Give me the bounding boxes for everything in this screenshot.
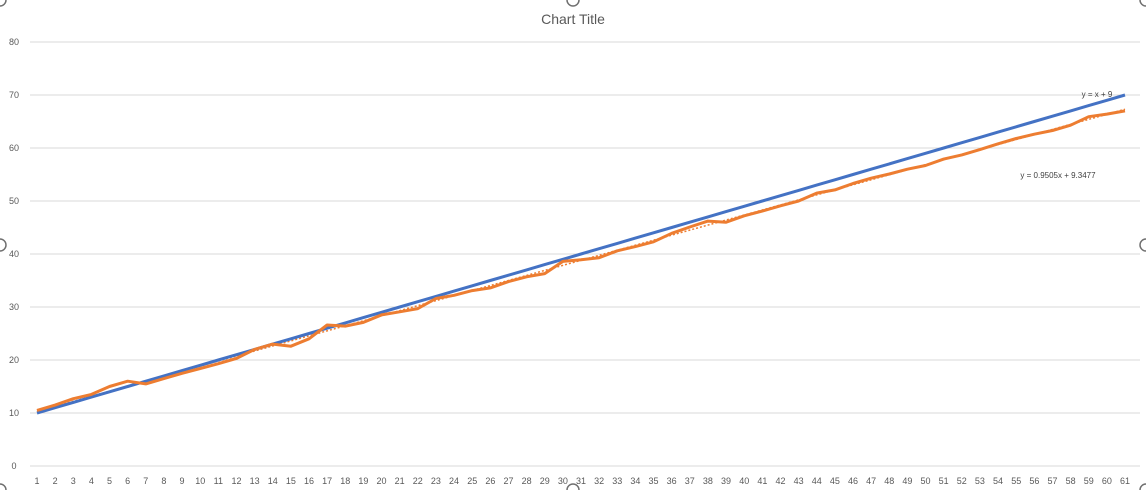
y-tick-label: 80 (9, 37, 19, 47)
resize-handle[interactable] (0, 238, 7, 252)
x-tick-label: 20 (377, 476, 387, 486)
chart-title: Chart Title (541, 11, 605, 27)
x-tick-label: 17 (322, 476, 332, 486)
x-tick-label: 28 (522, 476, 532, 486)
x-tick-label: 54 (993, 476, 1003, 486)
x-tick-label: 40 (739, 476, 749, 486)
x-tick-label: 6 (125, 476, 130, 486)
x-tick-label: 33 (612, 476, 622, 486)
y-tick-label: 0 (11, 461, 16, 471)
trendline-equation-1: y = x + 9 (1082, 90, 1113, 99)
x-tick-label: 16 (304, 476, 314, 486)
x-tick-label: 49 (902, 476, 912, 486)
trendline-equation-2: y = 0.9505x + 9.3477 (1020, 171, 1096, 180)
x-tick-label: 19 (358, 476, 368, 486)
resize-handle[interactable] (0, 0, 7, 7)
x-tick-label: 26 (485, 476, 495, 486)
x-tick-label: 55 (1011, 476, 1021, 486)
y-tick-label: 40 (9, 249, 19, 259)
y-axis-tick-labels: 0 10 20 30 40 50 60 70 80 (9, 37, 19, 471)
resize-handle[interactable] (1139, 238, 1146, 252)
y-tick-label: 70 (9, 90, 19, 100)
y-tick-label: 30 (9, 302, 19, 312)
x-tick-label: 24 (449, 476, 459, 486)
x-tick-label: 37 (685, 476, 695, 486)
x-tick-label: 42 (775, 476, 785, 486)
x-tick-label: 50 (921, 476, 931, 486)
series-line-1 (36, 93, 1126, 415)
x-tick-label: 3 (71, 476, 76, 486)
resize-handle[interactable] (1139, 0, 1146, 7)
x-tick-label: 46 (848, 476, 858, 486)
trendline-equations: y = x + 9 y = 0.9505x + 9.3477 (1020, 90, 1112, 180)
x-tick-label: 43 (794, 476, 804, 486)
x-tick-label: 29 (540, 476, 550, 486)
x-tick-label: 45 (830, 476, 840, 486)
x-tick-label: 4 (89, 476, 94, 486)
y-tick-label: 60 (9, 143, 19, 153)
x-tick-label: 7 (143, 476, 148, 486)
series-line-2 (36, 109, 1126, 412)
x-tick-label: 14 (268, 476, 278, 486)
x-tick-label: 13 (250, 476, 260, 486)
x-tick-label: 59 (1084, 476, 1094, 486)
x-tick-label: 48 (884, 476, 894, 486)
x-tick-label: 25 (467, 476, 477, 486)
x-tick-label: 27 (503, 476, 513, 486)
x-tick-label: 53 (975, 476, 985, 486)
x-tick-label: 34 (630, 476, 640, 486)
x-tick-label: 44 (812, 476, 822, 486)
x-tick-label: 60 (1102, 476, 1112, 486)
x-tick-label: 8 (161, 476, 166, 486)
resize-handle[interactable] (566, 0, 580, 7)
x-tick-label: 18 (340, 476, 350, 486)
x-tick-label: 10 (195, 476, 205, 486)
x-tick-label: 51 (939, 476, 949, 486)
x-tick-label: 23 (431, 476, 441, 486)
x-tick-label: 38 (703, 476, 713, 486)
x-tick-label: 41 (757, 476, 767, 486)
x-tick-label: 12 (231, 476, 241, 486)
resize-handle[interactable] (566, 483, 580, 495)
x-tick-label: 39 (721, 476, 731, 486)
x-tick-label: 22 (413, 476, 423, 486)
x-tick-label: 52 (957, 476, 967, 486)
x-tick-label: 36 (667, 476, 677, 486)
x-tick-label: 11 (214, 476, 223, 486)
x-tick-label: 56 (1029, 476, 1039, 486)
x-tick-label: 57 (1047, 476, 1057, 486)
x-tick-label: 58 (1066, 476, 1076, 486)
y-tick-label: 20 (9, 355, 19, 365)
x-tick-label: 21 (395, 476, 405, 486)
x-tick-label: 2 (53, 476, 58, 486)
x-tick-label: 15 (286, 476, 296, 486)
resize-handle[interactable] (0, 483, 7, 495)
x-tick-label: 31 (576, 476, 586, 486)
x-tick-label: 35 (649, 476, 659, 486)
x-tick-label: 32 (594, 476, 604, 486)
y-tick-label: 10 (9, 408, 19, 418)
x-tick-label: 61 (1120, 476, 1130, 486)
x-tick-label: 9 (180, 476, 185, 486)
series-lines (36, 93, 1126, 415)
x-tick-label: 5 (107, 476, 112, 486)
y-tick-label: 50 (9, 196, 19, 206)
x-tick-label: 47 (866, 476, 876, 486)
x-axis-tick-labels: 1 2 3 4 5 6 7 8 9 10 11 12 13 14 15 16 17 18 19 20 21 22 23 24 2… (34, 476, 1130, 486)
resize-handle[interactable] (1139, 483, 1146, 495)
x-tick-label: 1 (34, 476, 39, 486)
x-tick-label: 30 (558, 476, 568, 486)
